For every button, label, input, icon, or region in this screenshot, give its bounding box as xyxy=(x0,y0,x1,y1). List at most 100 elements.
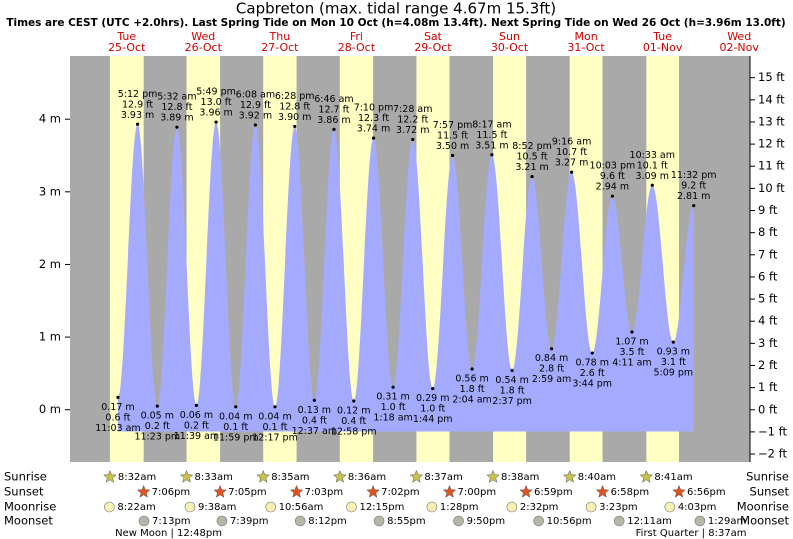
tide-label: 0.2 ft xyxy=(184,420,209,431)
tide-label: 1.0 ft xyxy=(381,402,406,413)
weekday-label: Thu xyxy=(269,30,291,43)
y2-tick-label: 3 ft xyxy=(758,336,778,350)
tide-label: 4:11 am xyxy=(612,357,651,368)
tide-label: 11:23 pm xyxy=(134,432,180,443)
tide-point xyxy=(332,127,336,131)
sun-icon xyxy=(366,484,380,498)
tide-point xyxy=(630,330,634,334)
y-tick-label: 4 m xyxy=(39,112,61,126)
moonrise-icon xyxy=(585,501,597,513)
tide-label: 2.8 ft xyxy=(539,364,564,375)
tide-label: 3.51 m xyxy=(475,140,508,151)
y2-tick-label: −1 ft xyxy=(758,424,787,438)
y-tick-label: 0 m xyxy=(39,402,61,416)
row-label: Moonrise xyxy=(4,500,56,514)
tide-label: 12.8 ft xyxy=(161,102,192,113)
tide-label: 0.12 m xyxy=(337,405,370,416)
tide-label: 8:52 pm xyxy=(512,141,552,152)
moonset-icon xyxy=(294,515,306,527)
y2-tick-label: 11 ft xyxy=(758,159,785,173)
tide-point xyxy=(530,174,534,179)
tide-label: 3.93 m xyxy=(121,110,154,121)
date-label: 31-Oct xyxy=(567,41,605,54)
sun-icon xyxy=(639,469,654,483)
y2-tick-label: 9 ft xyxy=(758,203,778,217)
tide-label: 2:37 pm xyxy=(492,396,532,407)
date-label: 30-Oct xyxy=(491,41,529,54)
tide-label: 8:17 am xyxy=(472,119,511,130)
tide-label: 3:44 pm xyxy=(572,379,612,390)
sunrise-label: 8:37am xyxy=(424,472,462,483)
y-tick-label: 1 m xyxy=(39,330,61,344)
tide-label: 0.93 m xyxy=(657,347,690,358)
date-label: 01-Nov xyxy=(643,41,683,54)
weekday-label: Wed xyxy=(191,30,215,43)
tide-point xyxy=(293,124,297,129)
moonrise-icon xyxy=(426,501,438,513)
tide-label: 0.04 m xyxy=(219,411,252,422)
moonrise-label: 12:15pm xyxy=(359,502,404,513)
tide-label: 0.4 ft xyxy=(302,415,327,426)
moonset-label: 8:55pm xyxy=(387,516,426,527)
weekday-label: Tue xyxy=(652,30,672,43)
weekday-label: Fri xyxy=(350,30,363,43)
tide-label: 5:32 am xyxy=(157,92,196,103)
sun-icon xyxy=(409,469,424,483)
sun-icon xyxy=(289,484,304,498)
moonset-icon xyxy=(613,515,625,527)
y2-tick-label: 0 ft xyxy=(758,402,778,416)
tide-label: 9.2 ft xyxy=(681,181,706,192)
tide-label: 12:58 pm xyxy=(331,426,377,437)
tide-point xyxy=(450,153,455,158)
y2-tick-label: 7 ft xyxy=(758,247,778,261)
moonrise-label: 10:56am xyxy=(279,502,324,513)
date-label: 25-Oct xyxy=(108,41,146,54)
moonset-icon xyxy=(453,515,464,527)
tide-label: 11:59 pm xyxy=(213,432,259,443)
y2-tick-label: 12 ft xyxy=(758,137,785,151)
tide-label: 2.6 ft xyxy=(580,368,605,379)
sun-icon xyxy=(332,469,347,483)
moonset-label: 10:56pm xyxy=(547,516,592,527)
tide-label: 10.1 ft xyxy=(637,160,668,171)
tide-label: 12.9 ft xyxy=(122,99,153,110)
tide-point xyxy=(312,398,316,402)
tide-label: 1.07 m xyxy=(615,336,648,347)
date-label: 29-Oct xyxy=(414,41,452,54)
tide-label: 1.8 ft xyxy=(460,384,485,395)
tide-label: 3.72 m xyxy=(396,125,429,136)
sunrise-label: 8:41am xyxy=(654,472,692,483)
sun-icon xyxy=(595,484,610,498)
tide-label: 0.56 m xyxy=(455,374,488,385)
tide-label: 7:57 pm xyxy=(433,120,473,131)
tide-label: 11.5 ft xyxy=(437,131,468,142)
moonset-label: 7:13pm xyxy=(152,516,191,527)
tide-label: 1:18 am xyxy=(373,413,412,424)
tide-label: 3.50 m xyxy=(436,141,469,152)
sunset-label: 6:59pm xyxy=(534,487,573,498)
tide-label: 0.78 m xyxy=(576,358,609,369)
y2-tick-label: 10 ft xyxy=(758,181,785,195)
sunrise-label: 8:36am xyxy=(348,472,386,483)
tide-label: 0.29 m xyxy=(416,393,449,404)
moonset-icon xyxy=(216,515,228,527)
tide-point xyxy=(610,194,614,198)
sunrise-label: 8:38am xyxy=(501,472,539,483)
y2-tick-label: 6 ft xyxy=(758,269,778,283)
tide-point xyxy=(470,367,474,371)
sun-icon xyxy=(486,469,500,483)
y2-tick-label: 8 ft xyxy=(758,225,778,239)
tide-label: 0.84 m xyxy=(535,353,568,364)
tide-label: 0.6 ft xyxy=(105,412,130,423)
row-label: Sunrise xyxy=(746,470,789,484)
sun-icon xyxy=(136,484,151,498)
sun-icon xyxy=(256,469,271,483)
y-tick-label: 3 m xyxy=(39,184,61,198)
weekday-label: Tue xyxy=(116,30,136,43)
tide-label: 10.5 ft xyxy=(517,152,548,163)
moonrise-icon xyxy=(184,501,196,513)
moonrise-label: 3:23pm xyxy=(599,502,638,513)
tide-label: 0.1 ft xyxy=(223,422,248,433)
tide-point xyxy=(650,183,654,187)
tide-label: 11:39 am xyxy=(174,431,219,442)
